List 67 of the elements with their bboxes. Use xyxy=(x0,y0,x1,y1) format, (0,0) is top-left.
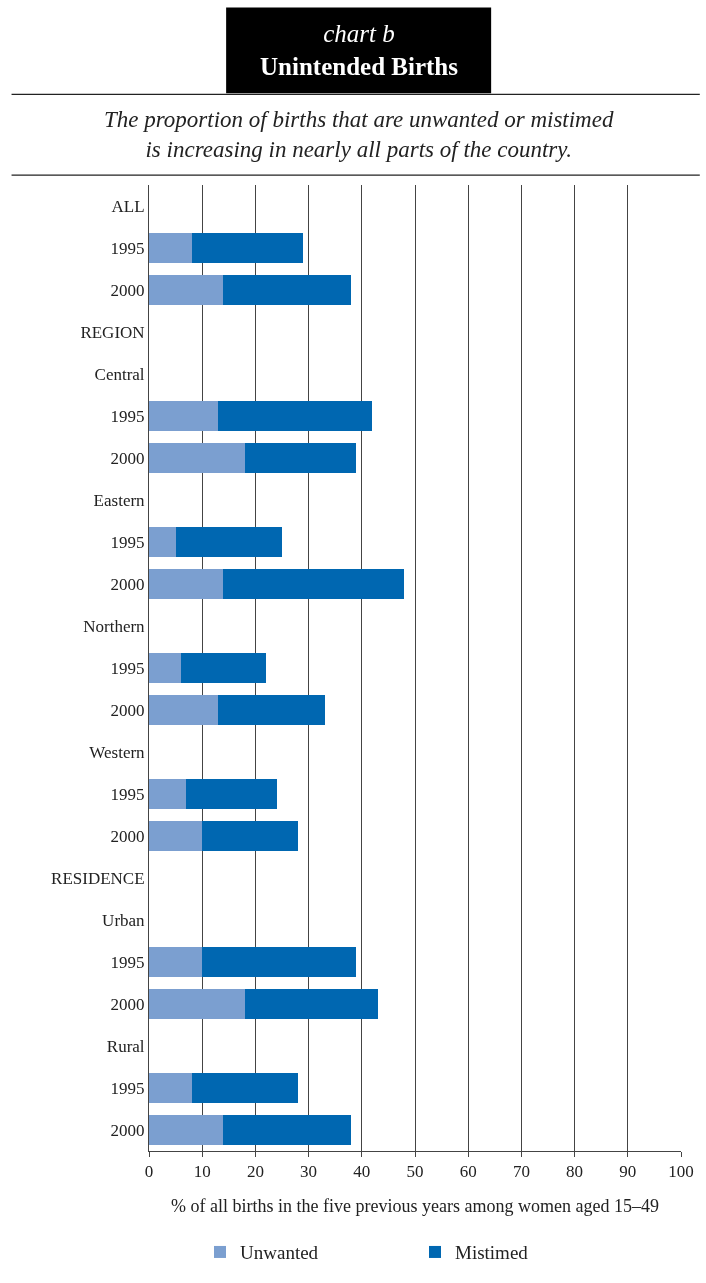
bar xyxy=(149,442,245,474)
y-tick-label: 2000 xyxy=(110,700,145,720)
bar xyxy=(149,400,219,432)
y-tick-label: Northern xyxy=(83,616,146,636)
bar xyxy=(149,1114,224,1146)
y-tick-label: Eastern xyxy=(93,490,146,510)
y-tick-label: 1995 xyxy=(110,532,145,552)
x-tick-label: 0 xyxy=(144,1162,154,1182)
bar xyxy=(149,526,176,558)
bar xyxy=(149,274,224,306)
bar xyxy=(244,442,357,474)
y-tick-label: RESIDENCE xyxy=(51,868,145,888)
x-tick-label: 100 xyxy=(668,1162,694,1182)
y-tick-label: 1995 xyxy=(110,784,145,804)
y-tick-label: 2000 xyxy=(110,448,145,468)
y-tick-label: 1995 xyxy=(110,658,145,678)
x-tick-label: 60 xyxy=(459,1162,477,1182)
bar xyxy=(191,232,304,264)
bar xyxy=(218,400,373,432)
bar xyxy=(223,274,352,306)
y-tick-label: 1995 xyxy=(110,1078,145,1098)
y-tick-label: 1995 xyxy=(110,406,145,426)
bar xyxy=(149,946,203,978)
y-tick-label: Central xyxy=(94,364,145,384)
bar xyxy=(202,946,357,978)
x-tick-label: 90 xyxy=(619,1162,637,1182)
bar xyxy=(244,988,378,1020)
bar xyxy=(149,988,245,1020)
bar xyxy=(149,232,192,264)
bar xyxy=(149,694,219,726)
y-tick-label: ALL xyxy=(111,196,145,216)
y-tick-label: 2000 xyxy=(110,1120,145,1140)
y-tick-label: Rural xyxy=(106,1036,145,1056)
x-tick-label: 30 xyxy=(300,1162,318,1182)
bar xyxy=(149,820,203,852)
y-tick-label: 2000 xyxy=(110,994,145,1014)
chart-subtitle: The proportion of births that are unwanted or mistimed is increasing in nearly all parts of the country. xyxy=(104,107,614,162)
y-tick-label: 2000 xyxy=(110,280,145,300)
y-tick-label: 1995 xyxy=(110,952,145,972)
x-tick-label: 20 xyxy=(246,1162,264,1182)
bar xyxy=(191,1072,298,1104)
y-tick-label: Western xyxy=(89,742,146,762)
bar xyxy=(180,652,267,684)
x-tick-label: 50 xyxy=(406,1162,424,1182)
bar xyxy=(149,568,224,600)
bar xyxy=(223,568,405,600)
y-tick-label: 2000 xyxy=(110,826,145,846)
x-tick-label: 40 xyxy=(353,1162,371,1182)
x-tick-label: 10 xyxy=(193,1162,211,1182)
y-tick-label: 2000 xyxy=(110,574,145,594)
y-tick-label: Urban xyxy=(102,910,146,930)
bar xyxy=(175,526,282,558)
legend-label: Mistimed xyxy=(455,1242,529,1264)
x-tick-label: 80 xyxy=(566,1162,584,1182)
chart-title: chart b Unintended Births xyxy=(260,20,459,80)
x-tick-label: 70 xyxy=(512,1162,530,1182)
bar xyxy=(149,652,181,684)
bar xyxy=(149,1072,192,1104)
y-tick-label: 1995 xyxy=(110,238,145,258)
bar xyxy=(223,1114,352,1146)
bar xyxy=(186,778,277,810)
y-tick-label: REGION xyxy=(80,322,145,342)
x-axis-title: % of all births in the five previous years among women aged 15–49 xyxy=(171,1195,659,1216)
bar xyxy=(218,694,325,726)
legend-label: Unwanted xyxy=(240,1242,319,1264)
bar xyxy=(202,820,298,852)
bar xyxy=(149,778,187,810)
